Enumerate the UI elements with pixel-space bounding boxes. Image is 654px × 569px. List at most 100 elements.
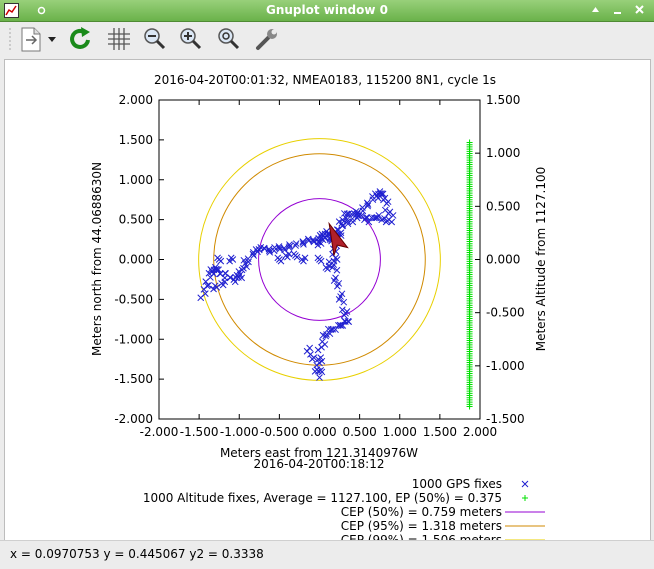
zoom-out-button[interactable] xyxy=(140,24,170,54)
plot-content xyxy=(197,138,441,381)
gps-fix-marker xyxy=(314,346,322,354)
zoom-in-button[interactable] xyxy=(176,24,206,54)
export-dropdown-button[interactable] xyxy=(45,24,59,54)
gps-fix-marker xyxy=(340,298,348,306)
y-tick-label: -0.500 xyxy=(114,292,153,306)
zoom-out-icon xyxy=(144,28,166,50)
plot-area[interactable]: -2.000 -1.500 -1.000 -0.500 0.000 0.500 1.000 1… xyxy=(4,59,651,547)
y-tick-label: -2.000 xyxy=(114,412,153,426)
gps-fix-marker xyxy=(333,266,341,274)
gps-fix-marker xyxy=(318,230,326,238)
arrow-up-icon xyxy=(592,7,599,12)
legend-sample xyxy=(522,495,528,501)
title-bar[interactable]: Gnuplot window 0 xyxy=(0,0,654,22)
gps-fix-marker xyxy=(383,200,391,207)
gps-fix-marker xyxy=(343,210,351,218)
gps-fix-marker xyxy=(230,276,238,283)
cep-circle xyxy=(213,153,426,366)
toolbar-grip[interactable] xyxy=(9,28,12,52)
x-tick-label: -2.000 xyxy=(140,425,179,439)
gps-fix-marker xyxy=(249,250,257,258)
gps-fix-marker xyxy=(335,321,342,329)
gps-fix-marker xyxy=(379,190,387,198)
gps-fix-marker xyxy=(203,282,211,290)
y2-tick-label: 1.000 xyxy=(486,146,520,160)
gps-fix-marker xyxy=(365,218,373,226)
legend-label: CEP (99%) = 1.506 meters xyxy=(341,533,502,540)
gps-fix-marker xyxy=(322,332,330,340)
x-axis-label: Meters east from 121.3140976W xyxy=(220,446,418,460)
gps-fix-marker xyxy=(341,210,348,217)
gps-fix-marker xyxy=(324,325,332,333)
cep-circle xyxy=(198,138,441,381)
gps-fix-marker xyxy=(316,238,323,246)
gps-fix-marker xyxy=(255,245,263,253)
settings-wrench-icon xyxy=(256,29,277,50)
gps-fix-marker xyxy=(292,242,299,249)
cursor-coordinates: x = 0.0970753 y = 0.445067 y2 = 0.3338 xyxy=(10,547,264,561)
settings-button[interactable] xyxy=(252,24,282,54)
x-tick-label: 1.000 xyxy=(383,425,417,439)
gps-fix-marker xyxy=(285,250,293,258)
gps-fix-marker xyxy=(305,237,313,245)
gps-fix-marker xyxy=(235,268,243,275)
gps-fix-marker xyxy=(226,274,234,281)
legend-label: 1000 Altitude fixes, Average = 1127.100,… xyxy=(143,491,502,505)
zoom-in-icon xyxy=(180,28,202,50)
x-tick-label: 1.500 xyxy=(423,425,457,439)
y-tick-label: 0.500 xyxy=(119,213,153,227)
y-tick-label: 1.500 xyxy=(119,133,153,147)
y2-tick-label: -1.000 xyxy=(486,359,525,373)
gps-fix-marker xyxy=(352,208,360,215)
gps-fix-marker xyxy=(238,266,246,274)
gps-fix-marker xyxy=(215,266,222,274)
gps-fix-marker xyxy=(371,214,378,222)
gps-fix-marker xyxy=(205,281,212,289)
gps-fix-marker xyxy=(201,290,209,297)
gps-fix-marker xyxy=(213,266,221,273)
gps-fix-marker xyxy=(316,374,323,381)
gps-fix-marker xyxy=(325,262,333,270)
chart-title: 2016-04-20T00:01:32, NMEA0183, 115200 8N… xyxy=(154,73,496,87)
gps-fix-marker xyxy=(221,278,229,286)
y2-tick-label: 0.000 xyxy=(486,253,520,267)
zoom-fit-icon xyxy=(218,28,240,50)
gps-fix-marker xyxy=(385,210,392,217)
gps-fix-marker xyxy=(285,244,293,251)
replot-button[interactable] xyxy=(66,24,96,54)
gps-fix-marker xyxy=(363,199,371,207)
close-button[interactable] xyxy=(631,2,648,18)
window-menu-icon[interactable] xyxy=(34,3,49,18)
export-button[interactable] xyxy=(16,24,46,54)
cep-circle xyxy=(258,198,381,321)
gps-fix-marker xyxy=(226,257,233,265)
gps-scatter-chart: -2.000 -1.500 -1.000 -0.500 0.000 0.500 1.000 1… xyxy=(90,73,548,547)
y2-tick-label: 1.500 xyxy=(486,93,520,107)
minimize-icon xyxy=(614,12,621,14)
gps-fix-marker xyxy=(292,240,300,247)
gps-fix-marker xyxy=(314,241,322,249)
gps-fix-marker xyxy=(240,256,248,264)
gps-fix-marker xyxy=(214,254,221,262)
gps-fix-marker xyxy=(355,212,363,220)
gps-fix-marker xyxy=(378,216,386,224)
grid-icon xyxy=(108,28,130,50)
replot-icon xyxy=(70,27,90,49)
gps-fix-marker xyxy=(298,256,306,263)
gps-fix-marker xyxy=(314,356,322,363)
gps-fix-marker xyxy=(265,245,273,253)
gps-fix-marker xyxy=(342,214,350,222)
zoom-fit-button[interactable] xyxy=(214,24,244,54)
gps-fix-marker xyxy=(314,254,322,262)
gps-fix-marker xyxy=(334,282,341,290)
y2-tick-label: -0.500 xyxy=(486,306,525,320)
minimize-button[interactable] xyxy=(609,2,626,18)
shade-button[interactable] xyxy=(587,2,604,18)
y-axis-label: Meters north from 44.0688630N xyxy=(90,162,104,356)
grid-button[interactable] xyxy=(104,24,134,54)
gps-fix-marker xyxy=(265,247,273,255)
x-tick-label: -0.500 xyxy=(260,425,299,439)
gps-fix-marker xyxy=(211,282,219,290)
gps-fix-marker xyxy=(306,344,314,352)
